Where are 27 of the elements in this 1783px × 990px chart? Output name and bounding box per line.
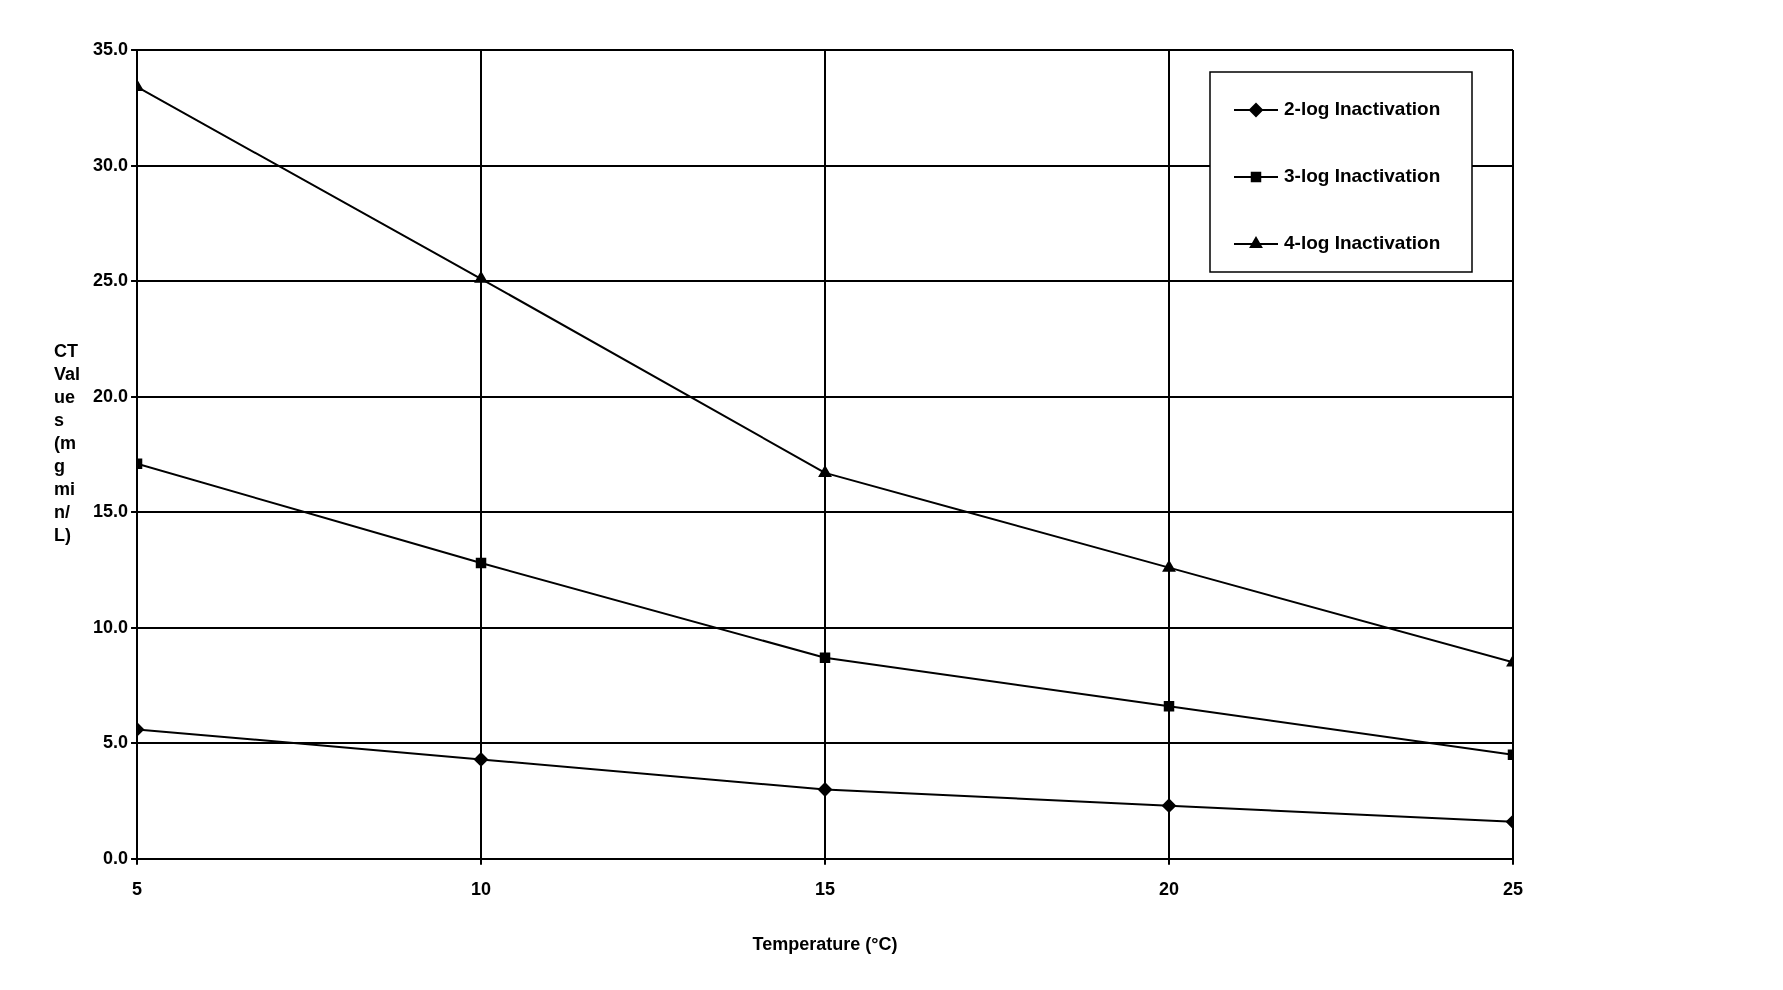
y-tick-label: 15.0 — [92, 501, 129, 522]
x-tick-label: 10 — [471, 878, 492, 899]
point — [474, 752, 489, 767]
point — [818, 782, 833, 797]
y-tick-label: 25.0 — [92, 270, 129, 291]
text: CT Values (mg min/L) — [54, 341, 81, 545]
x-tick-label: 25 — [1502, 878, 1524, 899]
y-tick-label: 30.0 — [92, 154, 129, 175]
legend-label: 3-log Inactivation — [1284, 165, 1441, 187]
point — [1162, 798, 1177, 813]
y-tick-label: 5.0 — [103, 732, 129, 753]
legend-label: 2-log Inactivation — [1284, 98, 1441, 120]
point — [818, 465, 832, 477]
point — [819, 652, 831, 663]
x-axis-title: Temperature (°C) — [752, 934, 898, 955]
legend-label: 4-log Inactivation — [1284, 232, 1441, 254]
y-tick-label: 0.0 — [103, 847, 129, 868]
y-tick-label: 35.0 — [92, 38, 129, 59]
point — [474, 271, 488, 283]
y-tick-label: 10.0 — [92, 616, 129, 637]
y-tick-label: 20.0 — [92, 385, 129, 406]
x-tick-label: 15 — [815, 878, 836, 899]
point — [1162, 560, 1176, 572]
x-tick-label: 5 — [132, 878, 143, 899]
x-tick-label: 20 — [1158, 878, 1180, 899]
point — [1163, 701, 1175, 712]
point — [475, 557, 487, 569]
